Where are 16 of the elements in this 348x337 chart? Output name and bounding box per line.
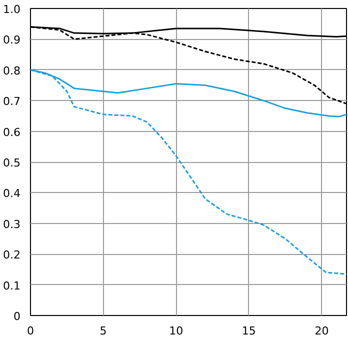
y-tick-label: 0 — [14, 310, 20, 323]
y-tick-label: 0.2 — [3, 248, 21, 262]
y-tick-label: 0.6 — [3, 126, 21, 139]
y-tick-label: 0.9 — [3, 34, 21, 47]
x-tick-label: 0 — [27, 324, 34, 337]
y-tick-label: 0.7 — [3, 95, 21, 108]
y-tick-label: 0.8 — [3, 64, 21, 78]
y-tick-label: 0.4 — [3, 187, 21, 200]
y-tick-label: 0.3 — [3, 218, 21, 231]
y-tick-label: 0.1 — [3, 279, 21, 292]
x-tick-label: 10 — [169, 324, 184, 337]
x-tick-label: 5 — [100, 324, 107, 337]
x-tick-label: 15 — [242, 324, 256, 337]
y-tick-label: 1.0 — [3, 3, 21, 16]
y-tick-label: 0.5 — [3, 156, 21, 170]
x-tick-label: 20 — [314, 324, 329, 337]
